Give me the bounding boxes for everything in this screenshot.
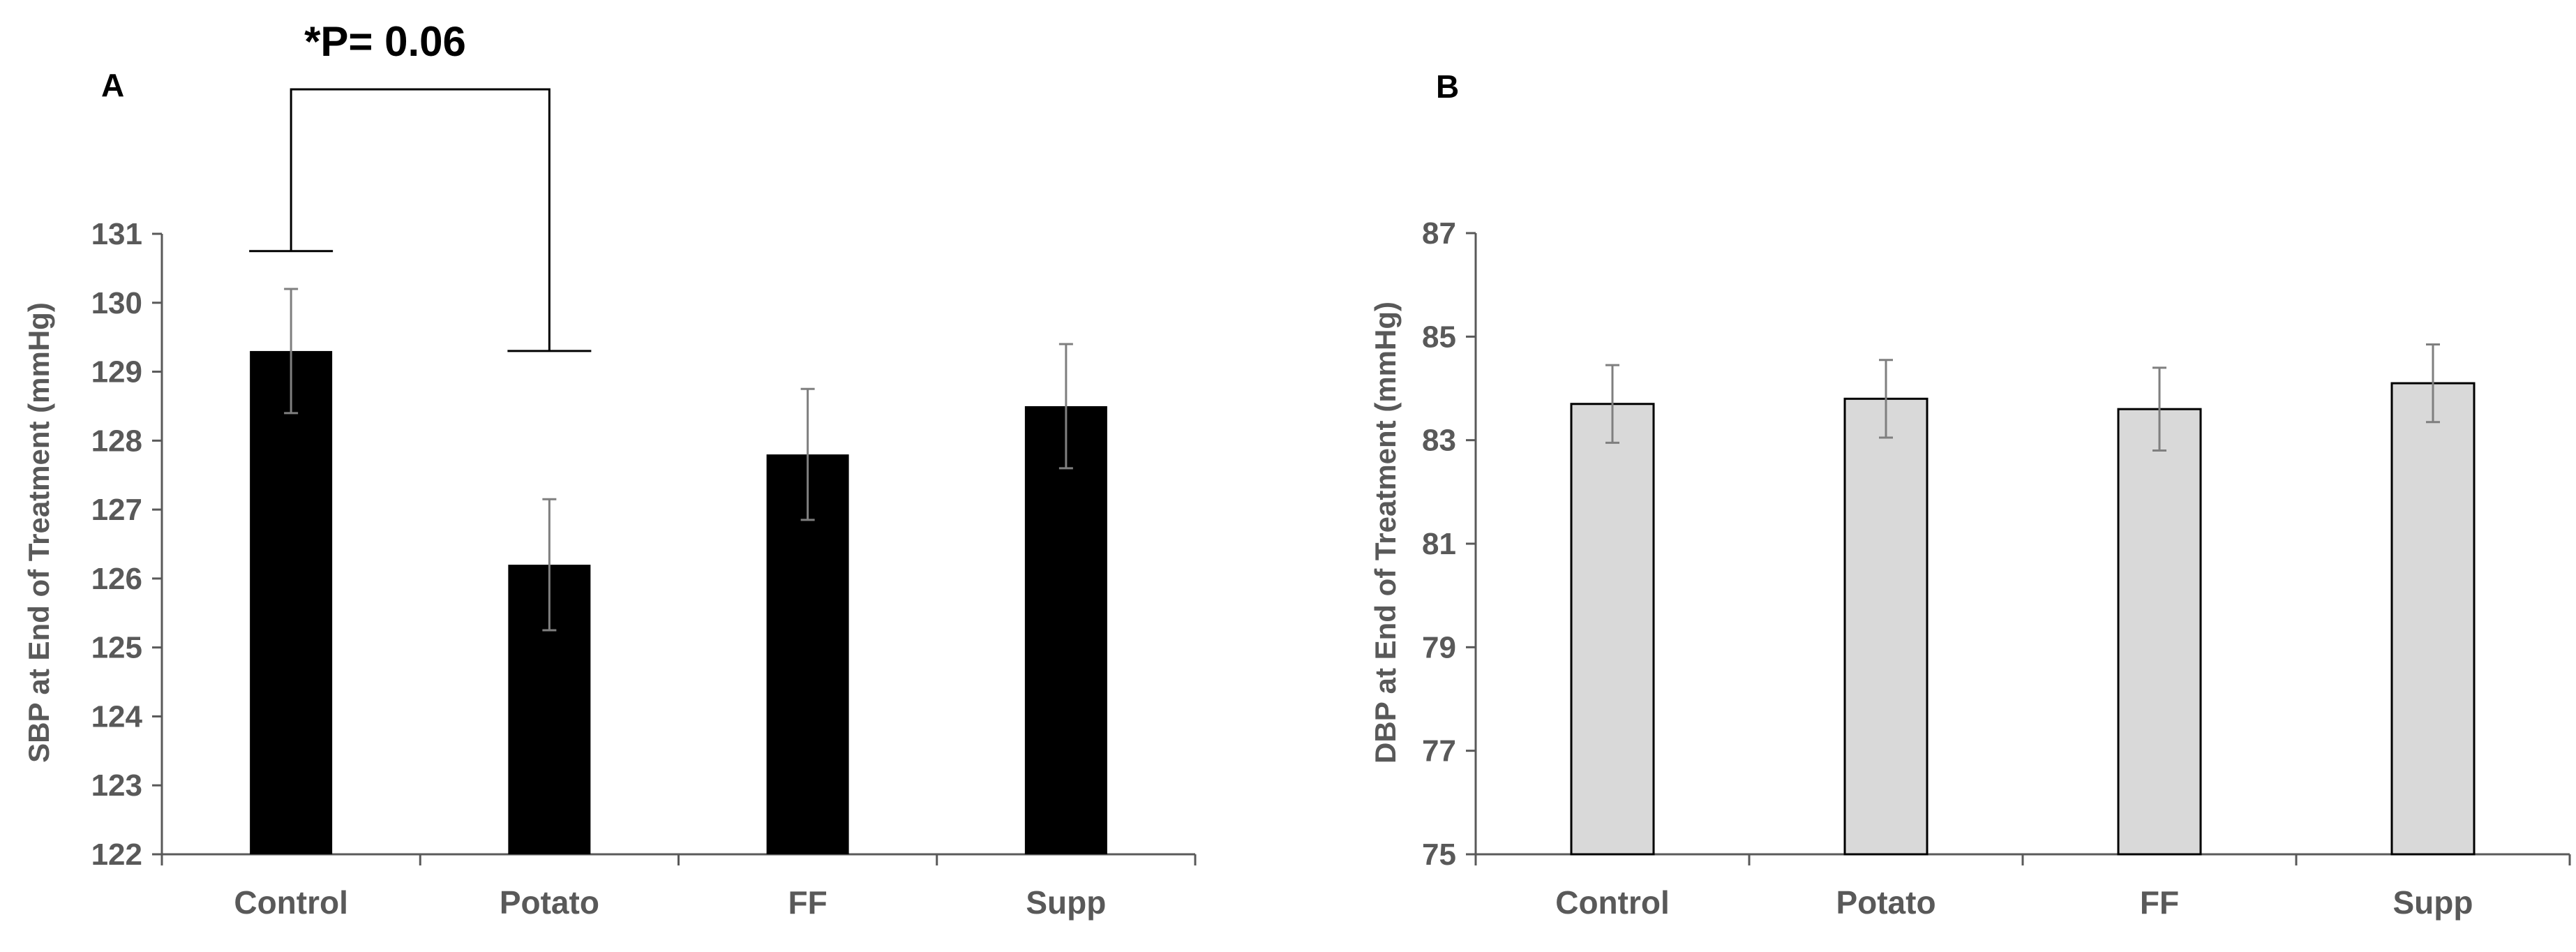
panel-a-y-tick-label: 128 — [91, 424, 142, 458]
panel-b-y-tick-label: 87 — [1422, 216, 1456, 251]
panel-b-bar-potato — [1843, 397, 1929, 856]
panel-a-y-tick-label: 126 — [91, 562, 142, 596]
panel-b-bar-ff — [2117, 408, 2202, 856]
panel-a-plot-area: 122 123 124 125 126 127 128 129 130 131 Control Pot… — [91, 88, 1197, 921]
panel-a-y-tick-label: 127 — [91, 493, 142, 527]
panel-a-y-tick-label: 131 — [91, 217, 142, 251]
panel-a-chart: A SBP at End of Treatment (mmHg) 1221231… — [22, 18, 1197, 921]
panel-a-y-tick-label: 123 — [91, 768, 142, 803]
panel-b-y-tick-label: 77 — [1422, 734, 1456, 768]
panel-a-y-tick-label: 122 — [91, 838, 142, 872]
panel-a-y-tick-label: 124 — [91, 699, 143, 734]
panel-a-y-tick-label: 125 — [91, 631, 142, 665]
panel-b-y-tick-label: 75 — [1422, 838, 1456, 872]
panel-a-label: A — [101, 67, 124, 103]
panel-b-bar-supp — [2390, 382, 2476, 856]
panel-b-y-tick-label: 83 — [1422, 424, 1456, 458]
panel-a-category-label-ff: FF — [788, 884, 828, 921]
panel-a-y-tick-label: 129 — [91, 355, 142, 389]
panel-a-significance-bracket — [290, 88, 551, 351]
panel-a-category-label-potato: Potato — [500, 884, 599, 921]
panel-b-bar-control — [1570, 403, 1655, 856]
panel-b-category-label-potato: Potato — [1836, 884, 1935, 921]
panel-b-y-tick-label: 81 — [1422, 527, 1456, 561]
panel-a-y-tick-label: 130 — [91, 286, 142, 320]
panel-a-bar-ff — [766, 454, 849, 854]
panel-a-bar-supp — [1024, 406, 1107, 854]
panel-a-y-axis-title: SBP at End of Treatment (mmHg) — [22, 302, 55, 763]
panel-b-y-tick-label: 79 — [1422, 630, 1456, 664]
panel-b-y-axis-title: DBP at End of Treatment (mmHg) — [1369, 302, 1402, 764]
panel-b-chart: B DBP at End of Treatment (mmHg) 75 77 79 8… — [1369, 68, 2571, 921]
panel-b-category-label-supp: Supp — [2393, 884, 2473, 921]
panel-a-bar-control — [250, 350, 333, 854]
panel-a-significance-label: *P= 0.06 — [304, 18, 466, 65]
panel-a-category-label-supp: Supp — [1026, 884, 1106, 921]
panel-a-category-label-control: Control — [234, 884, 348, 921]
panel-b-plot-area: 75 77 79 81 83 85 87 Control Potato FF Supp — [1422, 216, 2571, 921]
panel-b-category-label-control: Control — [1555, 884, 1670, 921]
panel-b-label: B — [1436, 68, 1459, 105]
panel-b-y-tick-label: 85 — [1422, 320, 1456, 354]
panel-b-category-label-ff: FF — [2140, 884, 2179, 921]
